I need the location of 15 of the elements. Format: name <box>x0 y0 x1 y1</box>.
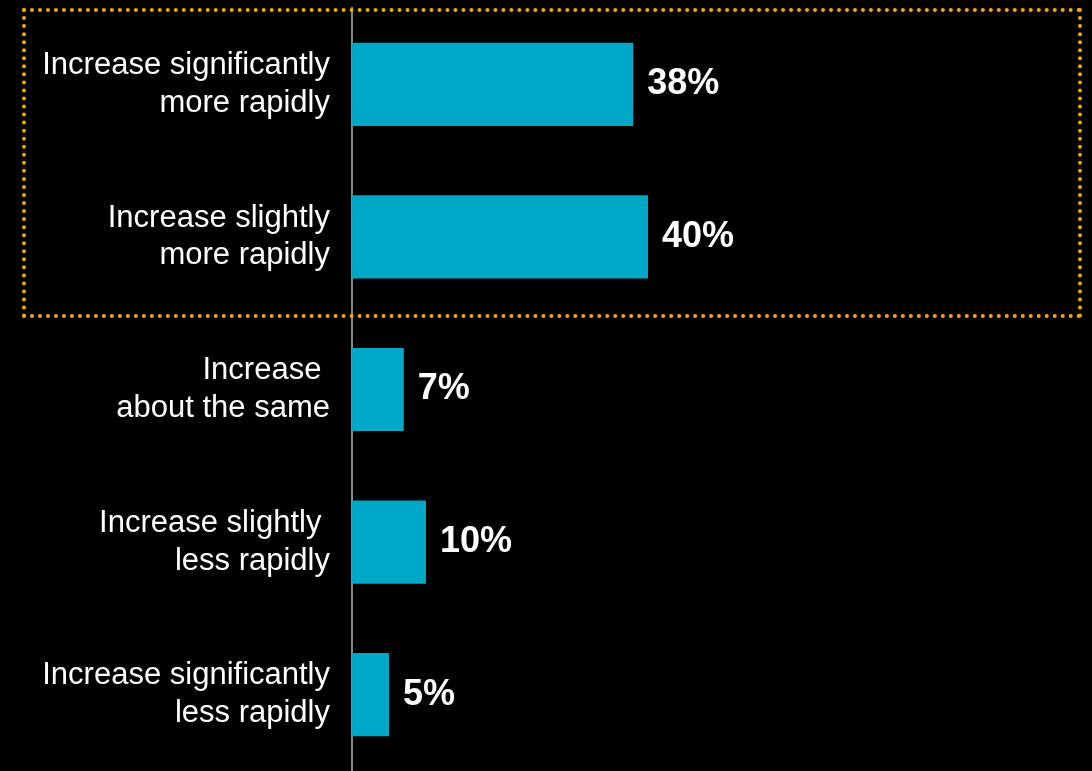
y-tick-label: Increase significantly more rapidly <box>42 45 331 119</box>
data-label: 10% <box>440 519 513 561</box>
bar <box>352 347 404 432</box>
data-label: 7% <box>417 366 470 408</box>
y-tick-label: Increase slightly more rapidly <box>107 198 331 272</box>
bar <box>352 195 648 279</box>
data-label: 38% <box>647 61 720 103</box>
data-label: 40% <box>662 213 735 255</box>
y-tick-label: Increase about the same <box>116 351 330 424</box>
bar <box>352 42 634 126</box>
y-tick-label: Increase significantly less rapidly <box>42 656 331 730</box>
bar <box>352 653 389 737</box>
bar <box>352 500 426 584</box>
data-label: 5% <box>403 671 456 713</box>
y-tick-label: Increase slightly less rapidly <box>99 503 331 577</box>
